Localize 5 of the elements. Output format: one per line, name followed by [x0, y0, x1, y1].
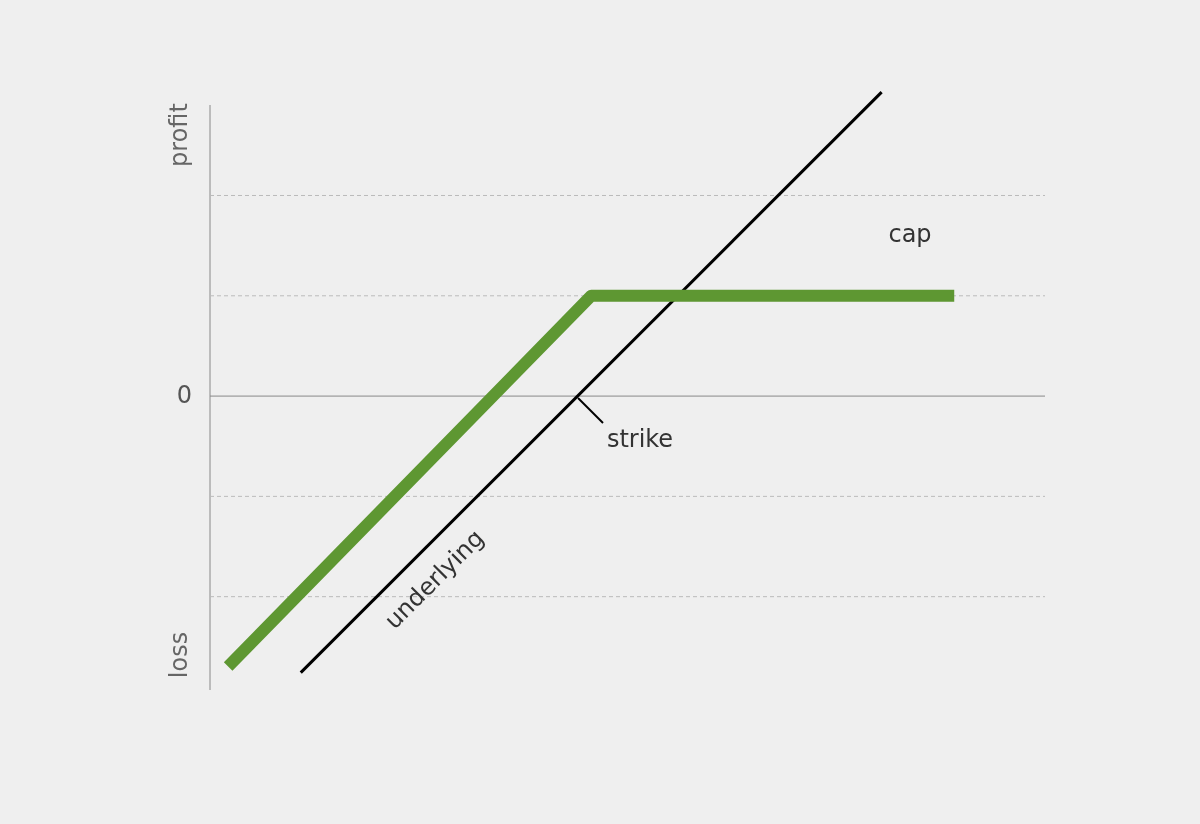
- text: loss: [165, 631, 193, 679]
- annotation: cap: [888, 220, 932, 248]
- text: profit: [165, 103, 193, 167]
- ref-line-label: 0: [176, 381, 192, 410]
- annotation: strike: [606, 425, 674, 453]
